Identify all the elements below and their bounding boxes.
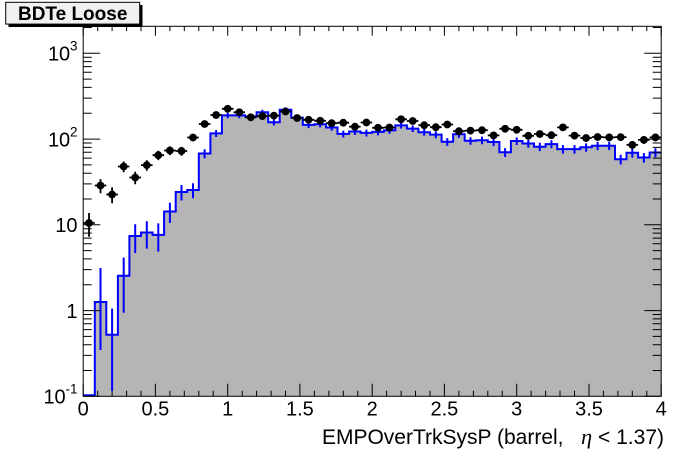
svg-text:-1: -1	[65, 382, 77, 397]
svg-text:0: 0	[78, 399, 89, 421]
svg-text:2.5: 2.5	[430, 399, 458, 421]
svg-text:10: 10	[55, 215, 77, 237]
svg-text:4: 4	[656, 399, 667, 421]
svg-text:1: 1	[222, 399, 233, 421]
svg-text:0.5: 0.5	[141, 399, 169, 421]
svg-text:BDTe Loose: BDTe Loose	[18, 4, 127, 25]
svg-text:2: 2	[70, 124, 78, 139]
svg-text:1.5: 1.5	[286, 399, 314, 421]
svg-text:1: 1	[66, 301, 77, 323]
svg-text:10: 10	[48, 129, 70, 151]
svg-text:3.5: 3.5	[575, 399, 603, 421]
svg-text:EMPOverTrkSysP (barrel, η <: EMPOverTrkSysP (barrel, η < 1.37)	[322, 424, 664, 449]
svg-text:2: 2	[367, 399, 378, 421]
svg-text:3: 3	[70, 39, 78, 54]
svg-text:10: 10	[43, 387, 65, 409]
svg-text:10: 10	[48, 44, 70, 66]
svg-text:3: 3	[511, 399, 522, 421]
